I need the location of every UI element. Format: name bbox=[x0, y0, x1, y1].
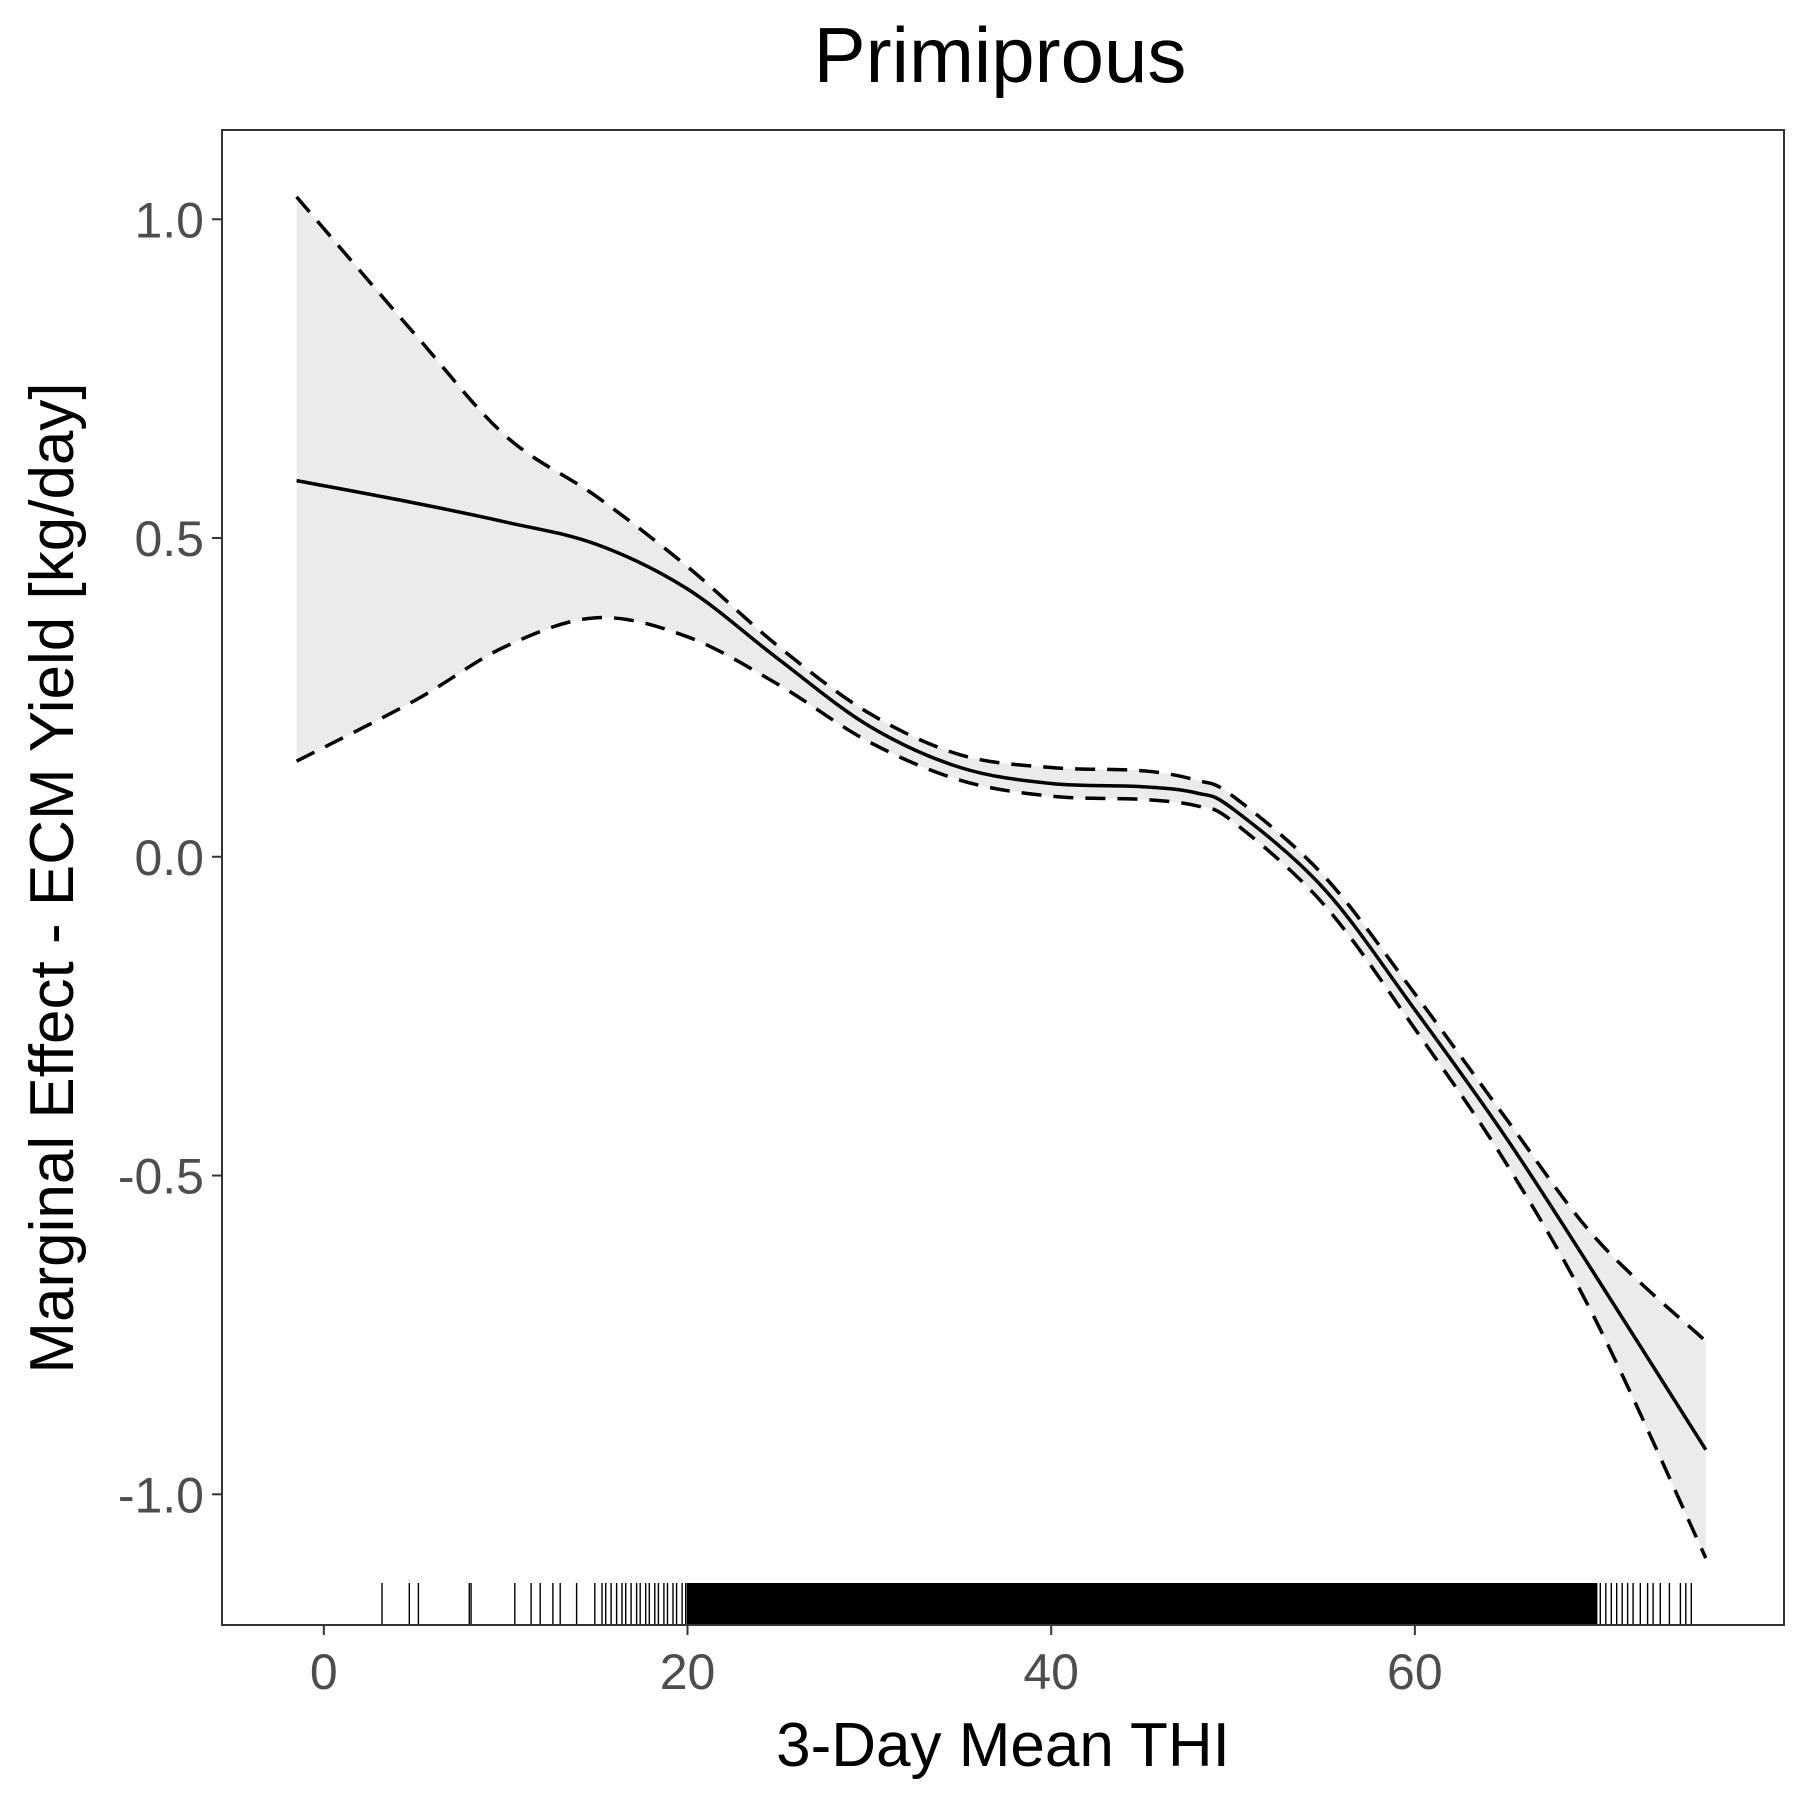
upper-ci-line bbox=[295, 195, 1707, 1343]
rug-marks bbox=[381, 1583, 1693, 1624]
lower-ci-line bbox=[295, 615, 1708, 1559]
y-axis-title: Marginal Effect - ECM Yield [kg/day] bbox=[18, 382, 87, 1373]
y-tick-label: -0.5 bbox=[118, 1149, 204, 1205]
x-tick-label: 20 bbox=[660, 1644, 716, 1700]
x-tick-label: 40 bbox=[1023, 1644, 1079, 1700]
y-tick-label: 0.5 bbox=[134, 511, 204, 567]
chart-title: Primiprous bbox=[814, 11, 1187, 99]
x-axis-title: 3-Day Mean THI bbox=[776, 1711, 1230, 1780]
x-tick-label: 60 bbox=[1387, 1644, 1443, 1700]
y-tick-label: 0.0 bbox=[134, 830, 204, 886]
confidence-ribbon bbox=[296, 196, 1706, 1559]
x-tick-label: 0 bbox=[310, 1644, 338, 1700]
series-group bbox=[295, 195, 1708, 1559]
fit-line bbox=[296, 478, 1708, 1451]
x-axis: 0 20 40 60 bbox=[310, 1625, 1443, 1700]
y-tick-label: -1.0 bbox=[118, 1467, 204, 1523]
panel-border bbox=[221, 129, 1785, 1626]
y-tick-label: 1.0 bbox=[134, 192, 204, 248]
plot-area bbox=[221, 129, 1785, 1626]
y-axis: 1.0 0.5 0.0 -0.5 -1.0 bbox=[118, 192, 222, 1523]
